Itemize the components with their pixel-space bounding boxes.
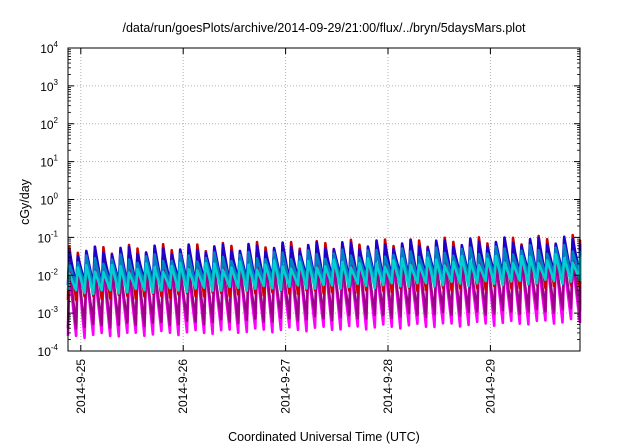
x-tick-label: 2014-9-27 bbox=[279, 359, 293, 414]
y-tick-label: 104 bbox=[40, 40, 58, 56]
x-tick-label: 2014-9-25 bbox=[74, 359, 88, 414]
chart-title: /data/run/goesPlots/archive/2014-09-29/2… bbox=[122, 21, 526, 35]
y-tick-label: 102 bbox=[40, 116, 58, 132]
series-line bbox=[66, 253, 582, 296]
y-tick-label: 100 bbox=[40, 192, 58, 208]
series-layer bbox=[66, 233, 582, 340]
y-tick-labels: 104 103 102 101 100 10-1 10-2 10-3 10-4 bbox=[38, 40, 59, 359]
y-tick-label: 10-2 bbox=[38, 267, 59, 283]
y-tick-label: 101 bbox=[40, 154, 58, 170]
y-tick-label: 10-4 bbox=[38, 343, 59, 359]
x-tick-label: 2014-9-26 bbox=[176, 359, 190, 414]
y-tick-label: 103 bbox=[40, 78, 58, 94]
y-tick-label: 10-1 bbox=[38, 229, 59, 245]
plot-frame bbox=[67, 47, 581, 352]
x-tick-label: 2014-9-29 bbox=[483, 359, 497, 414]
axes bbox=[67, 47, 581, 352]
x-tick-labels: 2014-9-25 2014-9-26 2014-9-27 2014-9-28 2014… bbox=[74, 359, 498, 414]
x-tick-label: 2014-9-28 bbox=[381, 359, 395, 414]
y-axis-title: cGy/day bbox=[18, 178, 32, 225]
y-tick-label: 10-3 bbox=[38, 305, 59, 321]
x-axis-title: Coordinated Universal Time (UTC) bbox=[228, 430, 420, 444]
